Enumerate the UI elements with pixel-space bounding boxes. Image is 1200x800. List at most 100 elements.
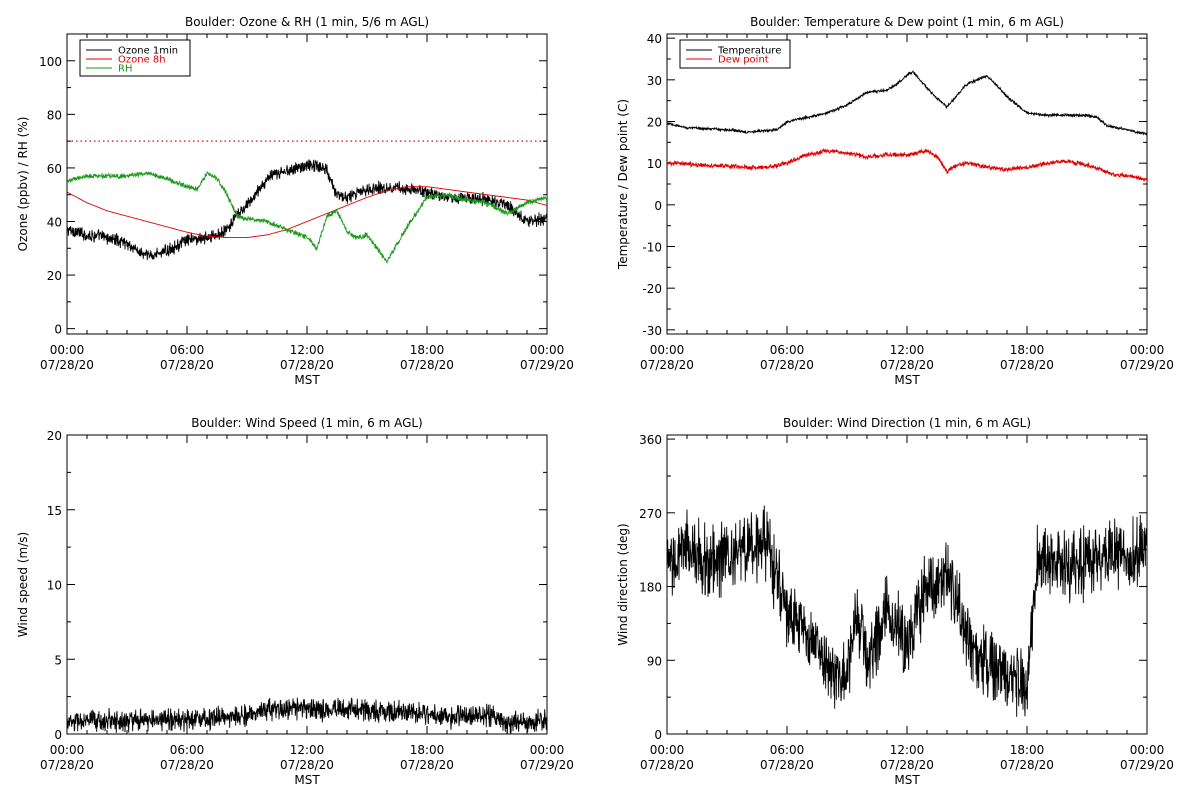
- y-axis-label: Ozone (ppbv) / RH (%): [16, 117, 30, 252]
- y-tick-label: 180: [639, 581, 662, 595]
- x-tick-time: 06:00: [170, 343, 205, 357]
- plot-frame: [666, 33, 1148, 335]
- legend-entry: Ozone 1min: [118, 46, 178, 57]
- x-tick-date: 07/28/20: [160, 358, 214, 372]
- y-tick-label: 20: [47, 429, 62, 443]
- y-tick-label: 0: [54, 728, 62, 742]
- legend-box: [679, 39, 791, 69]
- x-tick-time: 06:00: [170, 743, 205, 757]
- y-tick-label: 30: [647, 74, 662, 88]
- y-tick-label: 270: [639, 507, 662, 521]
- y-tick-label: 0: [54, 323, 62, 337]
- x-tick-time: 18:00: [1010, 343, 1045, 357]
- x-tick-time: 00:00: [530, 343, 565, 357]
- chart-1: Boulder: Ozone & RH (1 min, 5/6 m AGL) 0 2…: [16, 15, 574, 387]
- x-tick-date: 07/28/20: [640, 758, 694, 772]
- legend-box: [79, 39, 191, 77]
- chart-title: Boulder: Temperature & Dew point (1 min,…: [750, 15, 1064, 29]
- plot-frame: [66, 33, 548, 335]
- x-tick-date: 07/28/20: [400, 758, 454, 772]
- y-tick-label: 40: [47, 216, 62, 230]
- plot-frame: [666, 434, 1148, 735]
- y-tick-label: 360: [639, 433, 662, 447]
- x-tick-date: 07/28/20: [280, 758, 334, 772]
- x-tick-date: 07/28/20: [880, 358, 934, 372]
- series-line-main: [67, 697, 547, 734]
- x-tick-date: 07/28/20: [1000, 358, 1054, 372]
- x-tick-date: 07/29/20: [520, 758, 574, 772]
- x-tick-time: 12:00: [290, 343, 325, 357]
- y-tick-label: 20: [647, 116, 662, 130]
- legend-entry: Temperature: [717, 46, 781, 57]
- x-tick-date: 07/28/20: [160, 758, 214, 772]
- series-line-ozone-8h: [67, 186, 547, 239]
- x-tick-time: 18:00: [410, 343, 445, 357]
- x-tick-time: 06:00: [770, 743, 805, 757]
- legend-entry: Dew point: [718, 55, 769, 66]
- x-tick-time: 12:00: [290, 743, 325, 757]
- x-tick-time: 00:00: [530, 743, 565, 757]
- legend-entry: RH: [118, 64, 132, 75]
- x-axis-label: MST: [294, 773, 320, 787]
- y-tick-label: 10: [47, 579, 62, 593]
- x-tick-time: 12:00: [890, 343, 925, 357]
- x-tick-time: 18:00: [410, 743, 445, 757]
- y-tick-label: 80: [47, 108, 62, 122]
- plot-frame: [66, 434, 548, 735]
- x-axis-label: MST: [294, 373, 320, 387]
- y-axis-label: Temperature / Dew point (C): [616, 99, 630, 270]
- y-tick-label: 15: [47, 504, 62, 518]
- x-tick-date: 07/28/20: [760, 358, 814, 372]
- y-tick-label: 10: [647, 157, 662, 171]
- x-tick-time: 00:00: [1130, 343, 1165, 357]
- y-tick-label: -30: [642, 324, 662, 338]
- x-tick-date: 07/28/20: [1000, 758, 1054, 772]
- series-line-rh: [67, 170, 547, 265]
- x-tick-time: 06:00: [770, 343, 805, 357]
- x-tick-date: 07/28/20: [40, 358, 94, 372]
- x-tick-date: 07/28/20: [400, 358, 454, 372]
- x-tick-date: 07/28/20: [40, 758, 94, 772]
- x-axis-label: MST: [894, 773, 920, 787]
- chart-title: Boulder: Wind Speed (1 min, 6 m AGL): [191, 416, 423, 430]
- x-tick-date: 07/28/20: [280, 358, 334, 372]
- x-tick-time: 00:00: [50, 743, 85, 757]
- x-tick-time: 00:00: [50, 343, 85, 357]
- x-tick-date: 07/28/20: [640, 358, 694, 372]
- y-tick-label: 40: [647, 32, 662, 46]
- y-tick-label: -10: [642, 241, 662, 255]
- x-axis-label: MST: [894, 373, 920, 387]
- x-tick-time: 00:00: [650, 343, 685, 357]
- y-tick-label: -20: [642, 282, 662, 296]
- x-tick-date: 07/29/20: [520, 358, 574, 372]
- x-tick-date: 07/28/20: [880, 758, 934, 772]
- x-tick-date: 07/29/20: [1120, 358, 1174, 372]
- x-tick-date: 07/29/20: [1120, 758, 1174, 772]
- y-tick-label: 20: [47, 269, 62, 283]
- y-axis-label: Wind speed (m/s): [16, 532, 30, 637]
- x-tick-time: 18:00: [1010, 743, 1045, 757]
- chart-title: Boulder: Wind Direction (1 min, 6 m AGL): [783, 416, 1031, 430]
- chart-4: Boulder: Wind Direction (1 min, 6 m AGL)…: [616, 416, 1174, 787]
- y-tick-label: 0: [654, 199, 662, 213]
- x-tick-time: 12:00: [890, 743, 925, 757]
- x-tick-time: 00:00: [650, 743, 685, 757]
- chart-2: Boulder: Temperature & Dew point (1 min,…: [616, 15, 1174, 387]
- legend-entry: Ozone 8h: [118, 55, 166, 66]
- x-tick-date: 07/28/20: [760, 758, 814, 772]
- chart-3: Boulder: Wind Speed (1 min, 6 m AGL) 0 5 10…: [16, 416, 574, 787]
- x-tick-time: 00:00: [1130, 743, 1165, 757]
- chart-title: Boulder: Ozone & RH (1 min, 5/6 m AGL): [185, 15, 429, 29]
- series-line-temperature: [667, 70, 1147, 136]
- y-tick-label: 0: [654, 728, 662, 742]
- series-line-main: [667, 505, 1147, 717]
- y-axis-label: Wind direction (deg): [616, 523, 630, 645]
- y-tick-label: 90: [647, 654, 662, 668]
- series-line-dew-point: [667, 147, 1147, 182]
- y-tick-label: 5: [54, 653, 62, 667]
- y-tick-label: 100: [39, 55, 62, 69]
- y-tick-label: 60: [47, 162, 62, 176]
